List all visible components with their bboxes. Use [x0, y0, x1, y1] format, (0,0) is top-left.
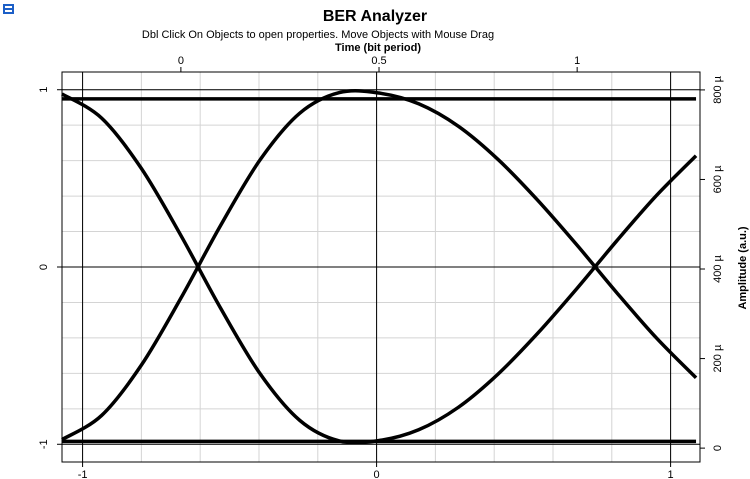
y2-tick-label: 0 — [712, 445, 724, 451]
x-tick-label: 1 — [668, 469, 674, 479]
y2-tick-label: 200 µ — [712, 344, 724, 372]
x-tick-label: -1 — [78, 469, 88, 479]
eye-trace — [61, 89, 698, 442]
y2-tick-label: 600 µ — [712, 165, 724, 193]
y-tick-label: -1 — [38, 439, 50, 449]
y-tick-label: 0 — [38, 264, 50, 270]
window-icon — [3, 4, 14, 14]
x2-tick-label: 1 — [574, 55, 580, 67]
x-tick-label: 0 — [374, 469, 380, 479]
chart-title: BER Analyzer — [323, 8, 427, 25]
y2-tick-label: 800 µ — [712, 75, 724, 103]
x2-axis-label: Time (bit period) — [335, 42, 421, 54]
x2-tick-label: 0 — [178, 55, 184, 67]
y-tick-label: 1 — [38, 87, 50, 93]
x2-tick-label: 0.5 — [371, 55, 386, 67]
y2-tick-label: 400 µ — [712, 254, 724, 282]
y2-axis-label: Amplitude (a.u.) — [737, 226, 749, 309]
chart-subtitle: Dbl Click On Objects to open properties.… — [142, 29, 494, 41]
